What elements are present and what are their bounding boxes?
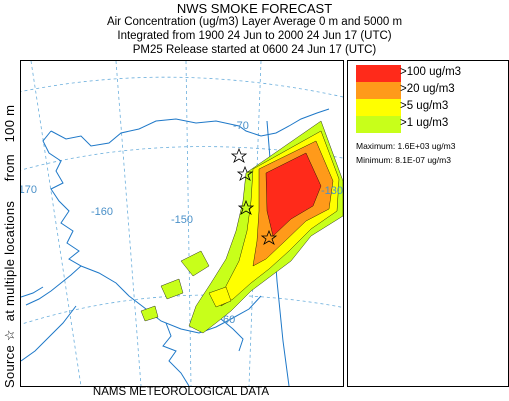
maximum-value: Maximum: 1.6E+03 ug/m3	[356, 141, 456, 151]
subtitle-integration: Integrated from 1900 24 Jun to 2000 24 J…	[117, 30, 392, 42]
legend-label-1: >1 ug/m3	[400, 117, 449, 129]
lat-label-70: -70	[233, 120, 249, 132]
data-source-footer: NAMS METEOROLOGICAL DATA	[92, 386, 270, 398]
map-canvas: -170 -160 -150 -70 60 -130	[21, 61, 343, 386]
legend-swatch-5	[356, 99, 401, 116]
legend-label-5: >5 ug/m3	[400, 100, 449, 112]
subtitle-concentration: Air Concentration (ug/m3) Layer Average …	[106, 16, 403, 28]
subtitle-release: PM25 Release started at 0600 24 Jun 17 (…	[132, 44, 377, 56]
forecast-title: NWS SMOKE FORECAST	[176, 1, 333, 16]
legend-panel: >100 ug/m3 >20 ug/m3 >5 ug/m3 >1 ug/m3 M…	[347, 60, 509, 387]
legend-swatch-100	[356, 65, 401, 82]
legend-swatch-1	[356, 116, 401, 133]
legend-label-100: >100 ug/m3	[400, 66, 462, 78]
source-location-label: Source ☆ at multiple locations from 100 …	[2, 104, 17, 388]
legend-label-20: >20 ug/m3	[400, 83, 455, 95]
minimum-value: Minimum: 8.1E-07 ug/m3	[356, 155, 451, 165]
source-markers	[230, 147, 278, 245]
lon-label-160: -160	[91, 206, 113, 218]
legend-swatch-20	[356, 82, 401, 99]
lat-label-60: 60	[223, 314, 235, 326]
lon-label-130: -130	[321, 185, 343, 197]
smoke-plume	[140, 120, 343, 334]
lon-label-170: -170	[21, 184, 37, 196]
lon-label-150: -150	[171, 214, 193, 226]
smoke-map[interactable]: -170 -160 -150 -70 60 -130	[20, 60, 344, 387]
